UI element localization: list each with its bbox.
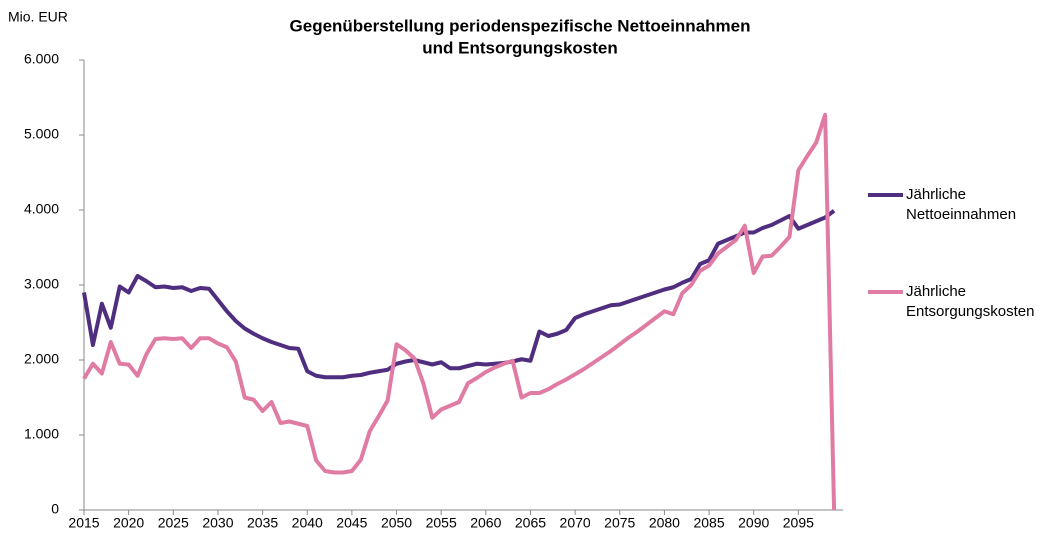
- x-tick-label: 2065: [515, 515, 546, 531]
- y-tick-label: 5.000: [24, 126, 59, 142]
- chart-title: und Entsorgungskosten: [422, 38, 618, 57]
- y-tick-label: 3.000: [24, 276, 59, 292]
- x-tick-label: 2050: [381, 515, 412, 531]
- y-tick-label: 1.000: [24, 426, 59, 442]
- x-tick-label: 2095: [783, 515, 814, 531]
- legend-label: Jährliche Entsorgungskosten: [906, 283, 1035, 320]
- x-tick-label: 2085: [693, 515, 724, 531]
- x-tick-label: 2035: [247, 515, 278, 531]
- x-tick-label: 2040: [292, 515, 323, 531]
- y-tick-label: 6.000: [24, 51, 59, 67]
- y-tick-label: 2.000: [24, 351, 59, 367]
- x-tick-label: 2020: [113, 515, 144, 531]
- x-tick-label: 2090: [738, 515, 769, 531]
- x-tick-label: 2015: [68, 515, 99, 531]
- x-tick-label: 2070: [560, 515, 591, 531]
- legend-label: Jährliche Nettoeinnahmen: [906, 186, 1017, 223]
- y-tick-label: 4.000: [24, 201, 59, 217]
- line: [82, 112, 837, 511]
- line: [82, 209, 836, 380]
- y-tick-label: 0: [51, 501, 59, 517]
- chart-title: Gegenüberstellung periodenspezifische Ne…: [290, 16, 751, 35]
- y-axis-label: Mio. EUR: [8, 9, 68, 25]
- x-tick-label: 2055: [426, 515, 457, 531]
- x-tick-label: 2060: [470, 515, 501, 531]
- x-tick-label: 2080: [649, 515, 680, 531]
- x-tick-label: 2075: [604, 515, 635, 531]
- x-tick-label: 2025: [158, 515, 189, 531]
- x-tick-label: 2045: [336, 515, 367, 531]
- x-tick-label: 2030: [202, 515, 233, 531]
